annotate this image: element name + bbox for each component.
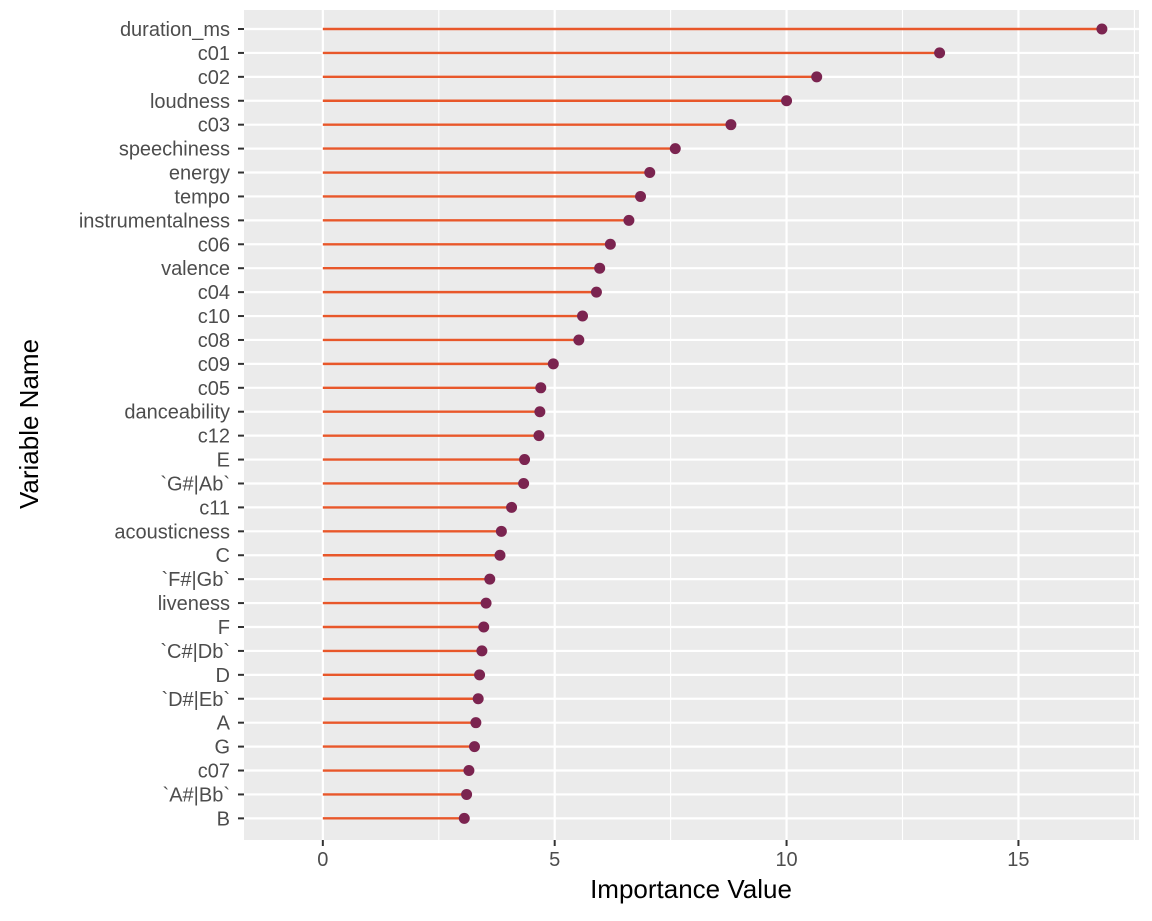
lollipop-point	[634, 190, 646, 202]
plot-panel	[244, 10, 1139, 840]
x-axis-ticks	[321, 840, 1020, 846]
y-tick-label: instrumentalness	[79, 210, 230, 232]
y-tick-label: `D#|Eb`	[161, 689, 230, 711]
lollipop-point	[519, 454, 531, 466]
y-tick-label: `C#|Db`	[160, 641, 230, 663]
lollipop-point	[518, 477, 530, 489]
y-tick-label: energy	[169, 163, 230, 185]
lollipop-point	[506, 501, 518, 513]
lollipop-point	[535, 382, 547, 394]
y-tick-label: D	[216, 665, 230, 687]
lollipop-point	[472, 693, 484, 705]
x-axis-tick-labels: 0 5 10 15	[317, 849, 1029, 871]
lollipop-point	[484, 573, 496, 585]
y-tick-label: c11	[199, 497, 230, 519]
y-tick-label: c12	[198, 426, 230, 448]
y-tick-label: c02	[198, 67, 230, 89]
y-tick-label: liveness	[158, 593, 230, 615]
lollipop-point	[623, 214, 635, 226]
y-tick-label: `F#|Gb`	[161, 569, 230, 591]
lollipop-stems	[322, 27, 1102, 820]
lollipop-point	[604, 238, 616, 250]
y-tick-label: loudness	[150, 91, 230, 113]
y-tick-label: c03	[198, 115, 230, 137]
y-tick-label: c04	[198, 282, 230, 304]
lollipop-point	[468, 741, 480, 753]
lollipop-point	[547, 358, 559, 370]
lollipop-point	[470, 717, 482, 729]
y-tick-label: acousticness	[114, 521, 230, 543]
x-tick-label: 15	[1007, 849, 1029, 871]
y-tick-label: A	[217, 713, 231, 735]
y-tick-label: c07	[198, 761, 230, 783]
y-tick-label: c01	[198, 43, 230, 65]
y-tick-label: c08	[198, 330, 230, 352]
x-tick-label: 0	[317, 849, 328, 871]
lollipop-point	[669, 143, 681, 155]
lollipop-point	[494, 549, 506, 561]
y-tick-label: duration_ms	[120, 19, 230, 41]
y-tick-label: tempo	[174, 186, 230, 208]
y-tick-label: C	[216, 545, 230, 567]
y-tick-label: valence	[161, 258, 230, 280]
lollipop-point	[577, 310, 589, 322]
lollipop-point	[644, 167, 656, 179]
lollipop-point	[480, 597, 492, 609]
lollipop-point	[478, 621, 490, 633]
lollipop-point	[590, 286, 602, 298]
x-tick-label: 10	[775, 849, 797, 871]
y-axis-title: Variable Name	[14, 339, 44, 509]
y-tick-label: danceability	[124, 402, 230, 424]
y-tick-label: `A#|Bb`	[163, 784, 230, 806]
lollipop-point	[725, 119, 737, 131]
lollipop-point	[463, 765, 475, 777]
lollipop-points	[458, 23, 1108, 824]
y-tick-label: c10	[198, 306, 230, 328]
lollipop-point	[934, 47, 946, 59]
lollipop-point	[534, 406, 546, 418]
y-tick-label: c05	[198, 378, 230, 400]
lollipop-point	[476, 645, 488, 657]
y-tick-label: speechiness	[119, 139, 230, 161]
y-axis-ticks	[238, 28, 244, 820]
y-tick-label: G	[214, 737, 230, 759]
lollipop-point	[594, 262, 606, 274]
lollipop-point	[474, 669, 486, 681]
y-tick-label: `G#|Ab`	[160, 473, 230, 495]
lollipop-point	[458, 812, 470, 824]
lollipop-point	[533, 430, 545, 442]
lollipop-point	[495, 525, 507, 537]
lollipop-point	[781, 95, 793, 107]
y-tick-label: B	[217, 808, 230, 830]
y-axis-tick-labels: duration_msc01c02loudnessc03speechinesse…	[79, 19, 231, 830]
y-tick-label: F	[218, 617, 230, 639]
x-axis-title: Importance Value	[590, 874, 792, 904]
lollipop-point	[811, 71, 823, 83]
lollipop-point	[1096, 23, 1108, 35]
x-tick-label: 5	[549, 849, 560, 871]
y-tick-label: E	[217, 450, 230, 472]
lollipop-point	[573, 334, 585, 346]
y-tick-label: c06	[198, 234, 230, 256]
lollipop-point	[461, 788, 473, 800]
y-tick-label: c09	[198, 354, 230, 376]
